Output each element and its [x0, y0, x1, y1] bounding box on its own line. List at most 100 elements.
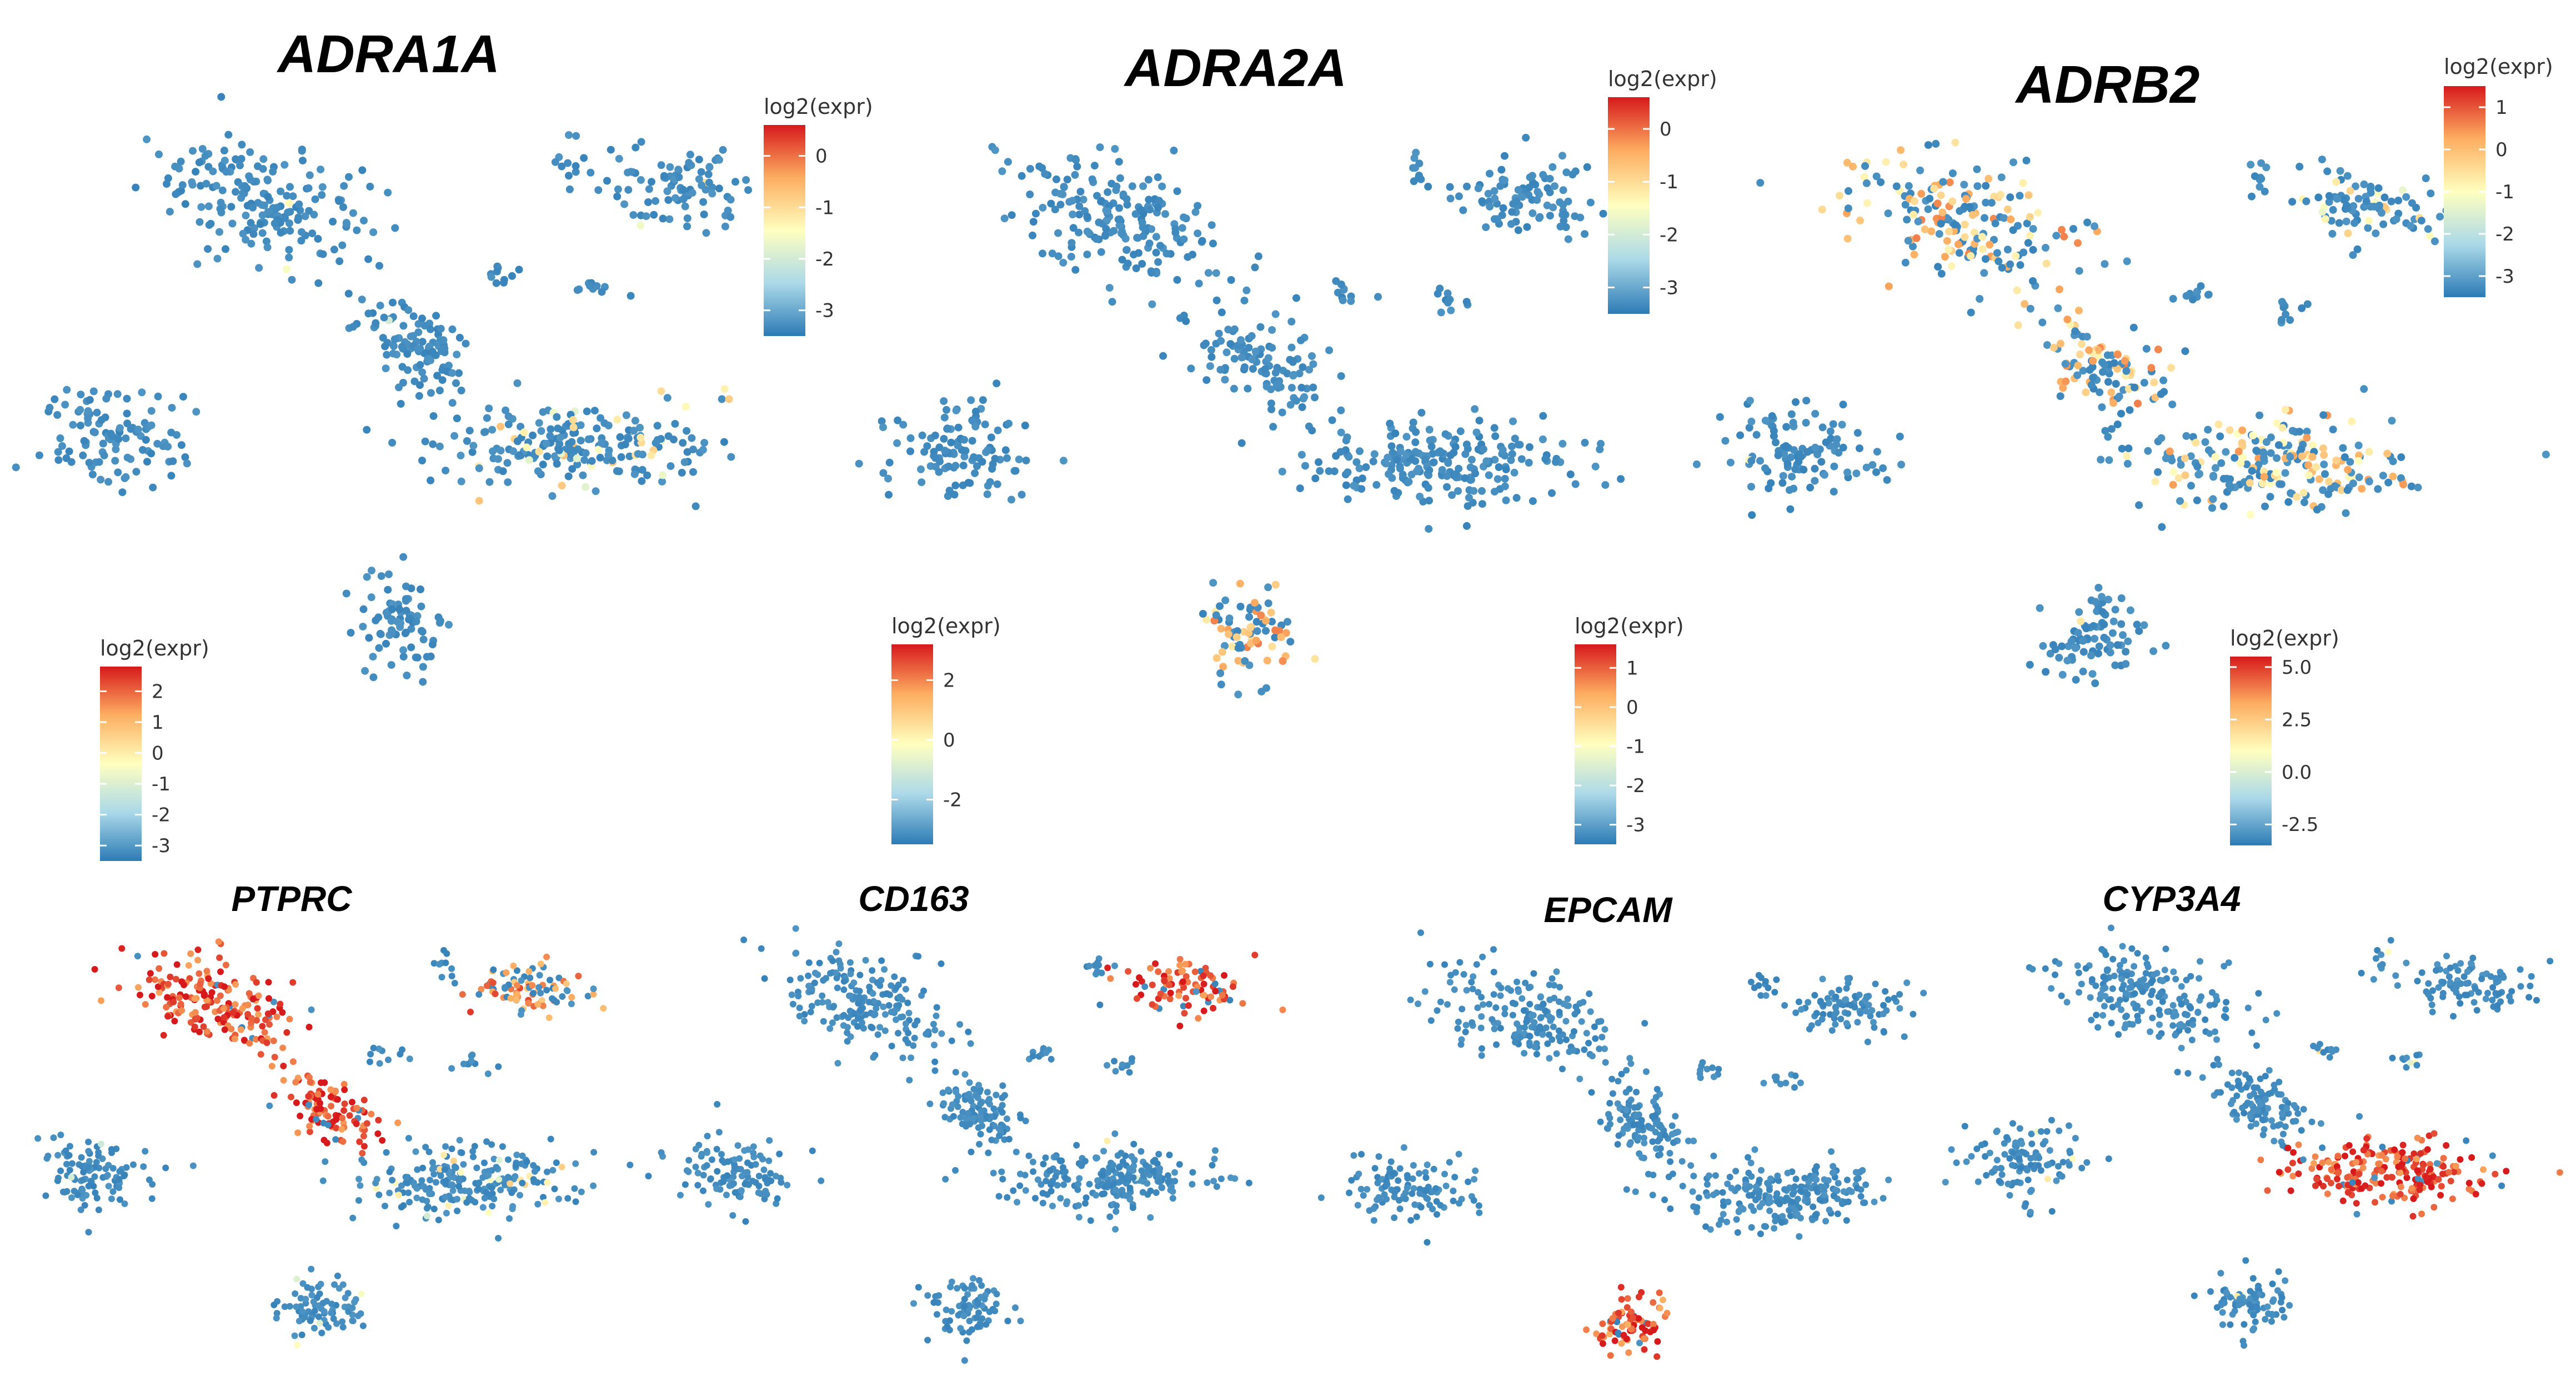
- cell-point: [766, 1137, 773, 1144]
- cell-point: [1271, 633, 1279, 642]
- cell-point: [242, 236, 250, 244]
- cell-point: [1482, 457, 1491, 465]
- cell-point: [189, 147, 197, 155]
- cell-point: [1518, 995, 1526, 1002]
- cell-point: [762, 1188, 769, 1195]
- cell-point: [1606, 1330, 1613, 1338]
- cell-point: [2097, 455, 2105, 464]
- cell-point: [2323, 167, 2332, 176]
- cell-point: [423, 1213, 430, 1220]
- cell-point: [1001, 446, 1010, 454]
- cell-point: [1012, 1304, 1019, 1311]
- cell-point: [869, 967, 876, 974]
- cell-point: [637, 221, 645, 229]
- cell-point: [2320, 451, 2328, 459]
- cell-point: [726, 213, 735, 221]
- cell-point: [1456, 427, 1465, 435]
- cell-point: [1115, 215, 1124, 223]
- cell-point: [1309, 360, 1317, 368]
- cell-point: [1226, 997, 1234, 1004]
- cell-point: [554, 424, 562, 433]
- cell-point: [943, 1306, 950, 1314]
- cell-point: [273, 1315, 280, 1321]
- cell-point: [1832, 1021, 1839, 1028]
- cell-point: [1602, 1059, 1609, 1066]
- cell-point: [1742, 1186, 1750, 1193]
- cell-point: [1463, 987, 1470, 994]
- cell-point: [1788, 473, 1796, 481]
- cell-point: [2351, 219, 2359, 227]
- cell-point: [429, 440, 437, 448]
- cell-point: [1826, 427, 1835, 435]
- cell-point: [55, 1174, 62, 1181]
- cell-point: [224, 131, 233, 139]
- cell-point: [1425, 425, 1434, 434]
- cell-point: [664, 196, 673, 204]
- cell-point: [2009, 158, 2017, 167]
- cell-point: [221, 1026, 228, 1033]
- cell-point: [389, 1176, 396, 1184]
- cell-point: [1417, 1204, 1425, 1211]
- cell-point: [1984, 174, 1993, 183]
- cell-point: [1951, 138, 1959, 147]
- cell-point: [363, 1120, 370, 1127]
- cell-point: [2049, 641, 2057, 649]
- cell-point: [936, 457, 944, 465]
- cell-point: [2162, 642, 2170, 650]
- cell-point: [2219, 474, 2228, 483]
- cell-point: [65, 1152, 72, 1159]
- cell-point: [147, 449, 156, 458]
- cell-point: [1054, 1181, 1061, 1189]
- cell-point: [1638, 1154, 1645, 1161]
- cell-point: [142, 1001, 149, 1008]
- cell-point: [1128, 1153, 1135, 1160]
- cell-point: [638, 477, 646, 485]
- cell-point: [2342, 509, 2350, 517]
- cell-point: [1111, 1130, 1119, 1137]
- cell-point: [2239, 453, 2247, 462]
- cell-point: [88, 470, 97, 479]
- cell-point: [627, 292, 635, 300]
- cell-point: [572, 162, 580, 170]
- cell-point: [1650, 1171, 1657, 1179]
- cell-point: [330, 246, 338, 254]
- cell-point: [318, 1079, 324, 1086]
- cell-point: [1768, 412, 1776, 420]
- cell-point: [1951, 221, 1959, 229]
- cell-point: [723, 1191, 730, 1199]
- cell-point: [1269, 423, 1277, 431]
- cell-point: [776, 1150, 783, 1158]
- cell-point: [442, 1178, 449, 1185]
- cell-point: [2339, 444, 2347, 452]
- cell-point: [339, 1138, 347, 1145]
- cell-point: [607, 146, 615, 154]
- cell-point: [514, 967, 520, 974]
- cell-point: [961, 1357, 968, 1364]
- cell-point: [398, 343, 406, 351]
- cell-point: [1264, 599, 1272, 608]
- cell-point: [91, 1173, 98, 1180]
- cell-point: [1462, 1028, 1469, 1035]
- cell-point: [499, 467, 507, 475]
- cell-point: [939, 1089, 946, 1096]
- cell-point: [1495, 463, 1503, 471]
- cell-point: [999, 1082, 1006, 1089]
- cell-point: [1094, 1154, 1100, 1161]
- cell-point: [968, 1098, 975, 1105]
- cell-point: [772, 1173, 779, 1180]
- cell-point: [1264, 354, 1272, 362]
- cell-point: [873, 1005, 880, 1012]
- cell-point: [1745, 1169, 1752, 1176]
- cell-point: [1980, 269, 1988, 277]
- cell-point: [448, 369, 457, 377]
- cell-point: [1829, 420, 1837, 428]
- cell-point: [1443, 472, 1451, 480]
- cell-point: [349, 323, 357, 331]
- cell-point: [148, 1195, 156, 1202]
- cell-point: [1777, 1080, 1784, 1088]
- cell-point: [1970, 228, 1978, 237]
- cell-point: [1588, 1053, 1596, 1060]
- cell-point: [945, 1086, 952, 1093]
- cell-point: [478, 985, 485, 993]
- cell-point: [998, 1168, 1005, 1175]
